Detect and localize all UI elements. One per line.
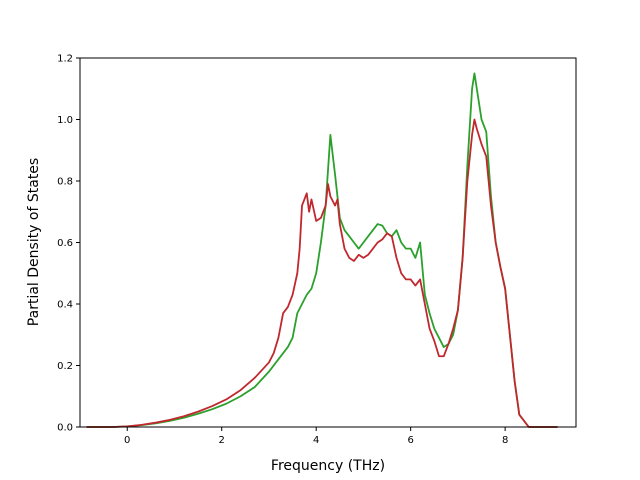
y-tick-label: 1.0 [57,115,73,126]
x-axis-ticks: 0 2 4 6 8 [124,427,508,446]
y-axis-label: Partial Density of States [26,158,42,326]
y-axis-ticks: 0.0 0.2 0.4 0.6 0.8 1.0 1.2 [57,54,80,434]
y-tick-label: 0.2 [57,361,73,372]
x-axis-label: Frequency (THz) [271,458,385,474]
x-tick-label: 6 [407,435,413,446]
y-tick-label: 0.0 [57,423,73,434]
y-tick-label: 0.8 [57,177,73,188]
y-tick-label: 0.4 [57,300,73,311]
x-tick-label: 8 [502,435,508,446]
y-tick-label: 0.6 [57,238,73,249]
x-tick-label: 4 [313,435,319,446]
series-line-red [86,118,558,428]
series-line-green [86,72,558,428]
y-tick-label: 1.2 [57,54,73,65]
series-layer [86,72,558,428]
x-tick-label: 0 [124,435,130,446]
x-tick-label: 2 [219,435,225,446]
